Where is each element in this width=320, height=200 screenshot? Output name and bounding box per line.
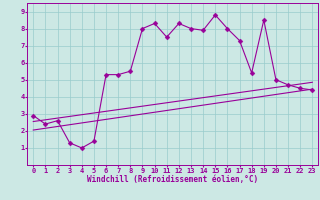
X-axis label: Windchill (Refroidissement éolien,°C): Windchill (Refroidissement éolien,°C) [87, 175, 258, 184]
